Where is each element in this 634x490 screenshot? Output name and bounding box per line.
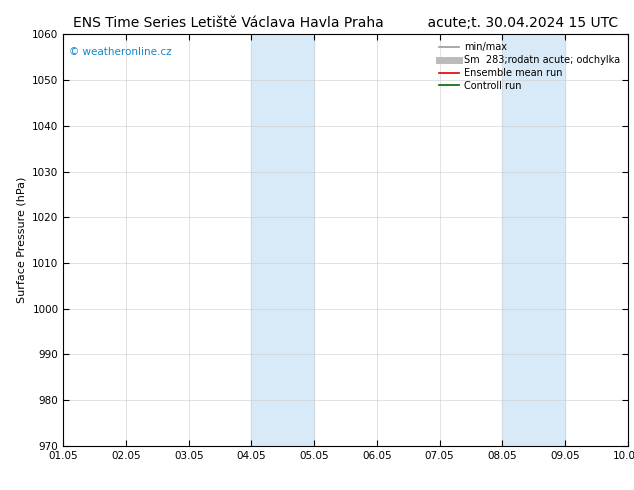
Text: © weatheronline.cz: © weatheronline.cz: [69, 47, 172, 57]
Legend: min/max, Sm  283;rodatn acute; odchylka, Ensemble mean run, Controll run: min/max, Sm 283;rodatn acute; odchylka, …: [437, 39, 623, 94]
Bar: [502, 34, 565, 446]
Title: ENS Time Series Letiště Václava Havla Praha          acute;t. 30.04.2024 15 UTC: ENS Time Series Letiště Václava Havla Pr…: [73, 16, 618, 30]
Y-axis label: Surface Pressure (hPa): Surface Pressure (hPa): [16, 177, 27, 303]
Bar: [252, 34, 314, 446]
